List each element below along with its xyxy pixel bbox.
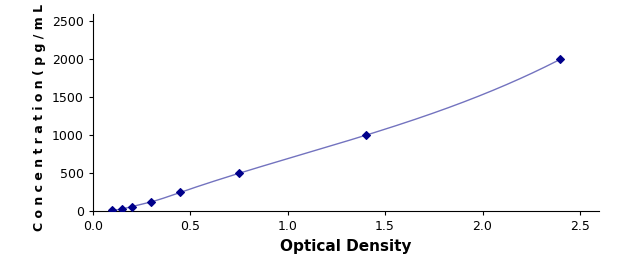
- X-axis label: Optical Density: Optical Density: [281, 239, 412, 254]
- Y-axis label: C o n c e n t r a t i o n ( p g / m L ): C o n c e n t r a t i o n ( p g / m L ): [33, 0, 46, 231]
